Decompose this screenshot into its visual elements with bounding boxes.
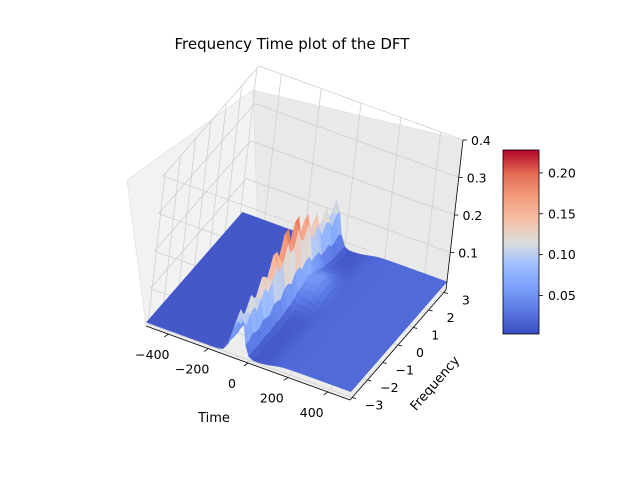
- y-tick-mark: [428, 309, 433, 312]
- grid-line-y: [147, 173, 353, 398]
- z-tick-label: 0.2: [463, 208, 483, 223]
- colorbar-tick-label: 0.20: [548, 165, 576, 180]
- colorbar-tick-label: 0.15: [548, 206, 576, 221]
- y-tick-mark: [382, 362, 387, 364]
- colorbar-tick-label: 0.05: [548, 288, 576, 303]
- x-tick-mark: [323, 391, 328, 396]
- y-tick-mark: [443, 292, 448, 294]
- y-tick-label: −2: [380, 380, 398, 395]
- colorbar-tick-label: 0.10: [548, 247, 576, 262]
- colorbar-ticks: 0.05 0.10 0.15 0.20: [539, 165, 576, 303]
- y-tick-mark: [413, 327, 418, 329]
- z-tick-label: 0.1: [458, 246, 478, 261]
- x-tick-mark: [203, 348, 209, 352]
- x-axis-label: Time: [197, 411, 230, 426]
- surface-plot: [146, 198, 448, 393]
- x-tick-mark: [243, 362, 249, 367]
- y-tick-label: 1: [431, 327, 439, 342]
- y-tick-mark: [397, 344, 403, 347]
- x-tick-label: −200: [175, 362, 209, 377]
- x-tick-labels: −400 −200 0 200 400: [135, 333, 328, 420]
- grid-line-z: [162, 65, 464, 251]
- x-tick-label: −400: [135, 347, 169, 362]
- z-tick-labels: 0.1 0.2 0.3 0.4: [450, 133, 491, 261]
- x-tick-label: 200: [260, 390, 284, 405]
- x-tick-mark: [283, 377, 289, 381]
- colorbar-gradient: [502, 149, 540, 335]
- y-tick-label: 3: [462, 292, 470, 307]
- z-axis: 0.1 0.2 0.3 0.4: [445, 133, 491, 291]
- x-axis: −400 −200 0 200 400 Time: [135, 325, 351, 426]
- x-tick-label: 400: [300, 405, 324, 420]
- colorbar: 0.05 0.10 0.15 0.20: [502, 149, 576, 335]
- surface-face: [346, 386, 355, 393]
- x-tick-label: 0: [228, 376, 236, 391]
- y-tick-label: −1: [395, 363, 413, 378]
- y-tick-mark: [367, 379, 372, 382]
- z-tick-label: 0.4: [471, 133, 491, 148]
- chart-title: Frequency Time plot of the DFT: [175, 35, 411, 53]
- y-tick-label: −3: [365, 398, 383, 413]
- z-tick-label: 0.3: [467, 171, 487, 186]
- y-tick-label: 2: [447, 310, 455, 325]
- y-tick-mark: [352, 397, 357, 399]
- x-tick-mark: [164, 333, 169, 338]
- y-tick-label: 0: [416, 345, 424, 360]
